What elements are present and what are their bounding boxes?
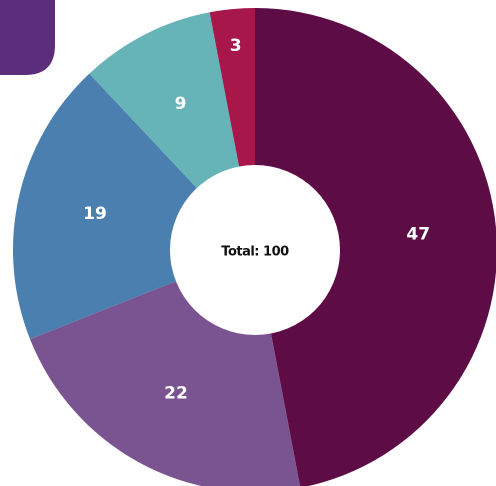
slice-label: 47 (406, 225, 430, 245)
slice (255, 8, 496, 486)
center-label: Total: 100 (221, 245, 289, 260)
donut-hole (170, 165, 340, 335)
slice-label: 9 (175, 94, 187, 114)
slice-label: 3 (230, 36, 242, 56)
slice-label: 19 (83, 204, 107, 224)
corner-decoration (0, 0, 55, 75)
slice-label: 22 (164, 384, 188, 404)
